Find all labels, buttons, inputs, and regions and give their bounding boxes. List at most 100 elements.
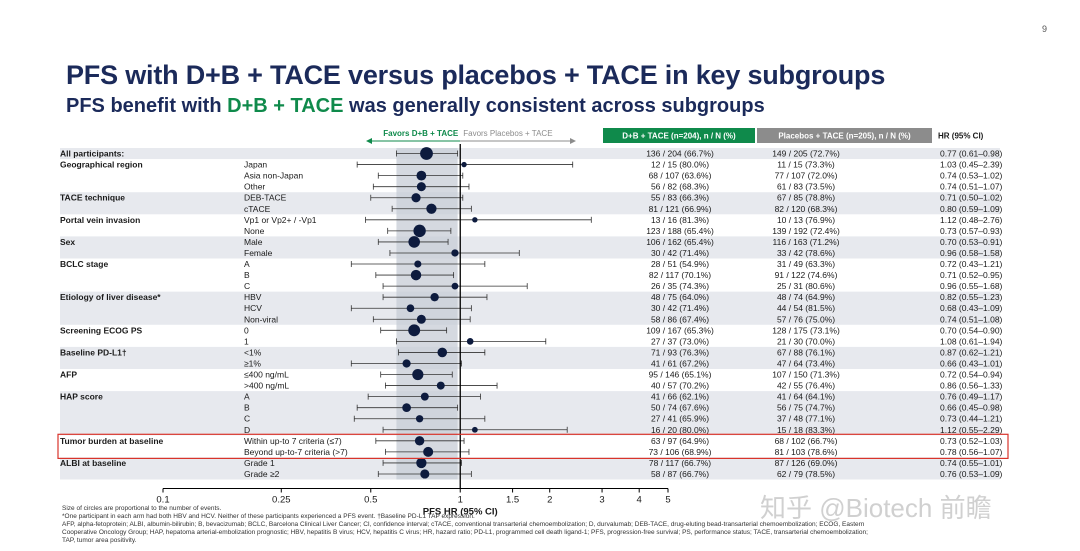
- hr-point: [412, 368, 424, 381]
- placebo-value: 61 / 83 (73.5%): [777, 182, 835, 192]
- placebo-value: 48 / 74 (64.9%): [777, 292, 835, 302]
- hr-value: 0.66 (0.43–1.01): [940, 358, 1003, 368]
- treatment-header: D+B + TACE (n=204), n / N (%): [622, 132, 736, 141]
- placebo-value: 21 / 30 (70.0%): [777, 336, 835, 346]
- hr-value: 0.74 (0.55–1.01): [940, 458, 1003, 468]
- placebo-value: 11 / 15 (73.3%): [777, 160, 835, 170]
- x-tick-label: 4: [637, 495, 642, 506]
- hr-point: [416, 170, 427, 181]
- watermark: 知乎 @Biotech 前瞻: [760, 493, 992, 523]
- group-label: AFP: [60, 370, 77, 380]
- subgroup-label: C: [244, 281, 250, 291]
- subtitle-highlight: D+B + TACE: [227, 95, 344, 117]
- hr-point: [406, 304, 415, 313]
- placebo-value: 15 / 18 (83.3%): [777, 425, 835, 435]
- treatment-value: 27 / 37 (73.0%): [651, 336, 709, 346]
- hr-value: 0.74 (0.53–1.02): [940, 171, 1003, 181]
- placebo-value: 62 / 79 (78.5%): [777, 469, 835, 479]
- hr-value: 0.73 (0.57–0.93): [940, 226, 1003, 236]
- subgroup-label: Grade 1: [244, 458, 275, 468]
- x-tick-label: 2: [547, 495, 552, 506]
- hr-value: 1.03 (0.45–2.39): [940, 160, 1003, 170]
- footnote-1: Size of circles are proportional to the …: [62, 505, 222, 512]
- treatment-value: 48 / 75 (64.0%): [651, 292, 709, 302]
- treatment-value: 41 / 61 (67.2%): [651, 358, 709, 368]
- hr-value: 0.87 (0.62–1.21): [940, 347, 1003, 357]
- group-label: Portal vein invasion: [60, 215, 140, 225]
- hr-point: [451, 282, 459, 290]
- treatment-value: 81 / 121 (66.9%): [649, 204, 712, 214]
- treatment-value: 55 / 83 (66.3%): [651, 193, 709, 203]
- group-stripe: [60, 457, 1000, 480]
- group-stripe: [60, 192, 1000, 215]
- treatment-value: 136 / 204 (66.7%): [646, 149, 714, 159]
- treatment-value: 16 / 20 (80.0%): [651, 425, 709, 435]
- placebo-value: 10 / 13 (76.9%): [777, 215, 835, 225]
- treatment-value: 109 / 167 (65.3%): [646, 325, 714, 335]
- treatment-value: 30 / 42 (71.4%): [651, 303, 709, 313]
- subtitle-post: was generally consistent across subgroup…: [343, 95, 765, 117]
- hr-value: 0.73 (0.44–1.21): [940, 414, 1003, 424]
- hr-point: [451, 249, 459, 257]
- subgroup-label: DEB-TACE: [244, 193, 287, 203]
- favors-placebo-arrowhead: [570, 138, 576, 144]
- treatment-value: 95 / 146 (65.1%): [649, 370, 712, 380]
- treatment-value: 27 / 41 (65.9%): [651, 414, 709, 424]
- treatment-value: 71 / 93 (76.3%): [651, 347, 709, 357]
- placebo-header: Placebos + TACE (n=205), n / N (%): [778, 132, 911, 141]
- x-tick-label: 1.5: [506, 495, 519, 506]
- hr-value: 0.74 (0.51–1.07): [940, 182, 1003, 192]
- hr-value: 1.08 (0.61–1.94): [940, 336, 1003, 346]
- placebo-value: 41 / 64 (64.1%): [777, 392, 835, 402]
- hr-value: 0.78 (0.56–1.07): [940, 447, 1003, 457]
- group-stripe: [60, 236, 1000, 259]
- subgroup-label: cTACE: [244, 204, 271, 214]
- favors-treatment-label: Favors D+B + TACE: [383, 129, 459, 138]
- hr-point: [420, 469, 430, 479]
- hr-value: 0.76 (0.49–1.17): [940, 392, 1003, 402]
- subgroup-label: ≥1%: [244, 358, 261, 368]
- hr-point: [471, 426, 478, 433]
- hr-point: [416, 182, 426, 192]
- group-stripe: [60, 291, 1000, 325]
- hr-value: 0.74 (0.51–1.08): [940, 314, 1003, 324]
- hr-point: [415, 415, 424, 423]
- favors-placebo-label: Favors Placebos + TACE: [463, 129, 552, 138]
- hr-point: [416, 457, 427, 469]
- subgroup-label: Grade ≥2: [244, 469, 280, 479]
- placebo-value: 107 / 150 (71.3%): [772, 370, 840, 380]
- favors-treatment-arrowhead: [366, 138, 372, 144]
- treatment-value: 63 / 97 (64.9%): [651, 436, 709, 446]
- placebo-value: 56 / 75 (74.7%): [777, 403, 835, 413]
- hr-point: [461, 161, 467, 168]
- treatment-value: 82 / 117 (70.1%): [649, 270, 711, 280]
- treatment-value: 123 / 188 (65.4%): [646, 226, 714, 236]
- subgroup-label: Female: [244, 248, 273, 258]
- footnote-2: *One participant in each arm had both HB…: [62, 513, 475, 520]
- subgroup-label: A: [244, 392, 250, 402]
- hr-point: [402, 403, 411, 413]
- group-stripe: [60, 391, 1000, 436]
- subgroup-label: B: [244, 403, 250, 413]
- placebo-header-bg: [757, 128, 932, 143]
- hr-point: [437, 347, 448, 358]
- placebo-value: 47 / 64 (73.4%): [777, 358, 835, 368]
- group-label: Geographical region: [60, 160, 143, 170]
- group-label: Baseline PD-L1†: [60, 347, 127, 357]
- group-stripe: [60, 148, 1000, 160]
- treatment-value: 13 / 16 (81.3%): [651, 215, 709, 225]
- group-label: Screening ECOG PS: [60, 325, 143, 335]
- placebo-value: 149 / 205 (72.7%): [772, 149, 840, 159]
- placebo-value: 82 / 120 (68.3%): [775, 204, 838, 214]
- hr-value: 0.71 (0.52–0.95): [940, 270, 1003, 280]
- x-tick-label: 5: [665, 495, 670, 506]
- subtitle-pre: PFS benefit with: [66, 95, 228, 117]
- subgroup-label: Asia non-Japan: [244, 171, 303, 181]
- subgroup-label: A: [244, 259, 250, 269]
- treatment-value: 68 / 107 (63.6%): [649, 171, 712, 181]
- hr-value: 0.86 (0.56–1.33): [940, 381, 1003, 391]
- subgroup-label: 0: [244, 325, 249, 335]
- placebo-value: 128 / 175 (73.1%): [772, 325, 840, 335]
- x-tick-label: 1: [458, 495, 463, 506]
- hr-point: [402, 359, 411, 368]
